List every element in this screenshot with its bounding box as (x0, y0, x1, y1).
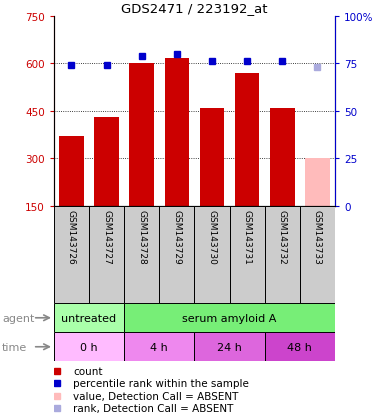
Bar (200, 108, 224, 206)
Bar (264, 332, 335, 361)
Text: count: count (74, 366, 103, 376)
Bar (300, 206, 335, 304)
Text: serum amyloid A: serum amyloid A (182, 313, 277, 323)
Bar (264, 206, 300, 304)
Bar (89, 206, 124, 304)
Text: time: time (2, 342, 27, 352)
Bar (54, 332, 124, 361)
Text: GSM143726: GSM143726 (67, 209, 76, 264)
Bar (94, 118, 119, 206)
Bar (124, 332, 194, 361)
Bar (194, 332, 265, 361)
Bar (129, 64, 154, 206)
Text: value, Detection Call = ABSENT: value, Detection Call = ABSENT (74, 391, 239, 401)
Text: 4 h: 4 h (151, 342, 168, 352)
Text: GSM143728: GSM143728 (137, 209, 146, 264)
Bar (229, 206, 265, 304)
Text: agent: agent (2, 313, 34, 323)
Text: GSM143730: GSM143730 (208, 209, 216, 264)
Bar (124, 206, 159, 304)
Text: GSM143729: GSM143729 (172, 209, 181, 264)
Text: percentile rank within the sample: percentile rank within the sample (74, 378, 249, 388)
Text: untreated: untreated (62, 313, 117, 323)
Bar (54, 206, 89, 304)
Bar (235, 74, 259, 206)
Bar (194, 206, 229, 304)
Bar (164, 59, 189, 206)
Bar (59, 137, 84, 206)
Text: GSM143733: GSM143733 (313, 209, 322, 264)
Bar (124, 304, 335, 332)
Bar (159, 206, 194, 304)
Text: GSM143731: GSM143731 (243, 209, 252, 264)
Text: rank, Detection Call = ABSENT: rank, Detection Call = ABSENT (74, 403, 234, 413)
Title: GDS2471 / 223192_at: GDS2471 / 223192_at (121, 2, 268, 15)
Bar (270, 108, 295, 206)
Text: 0 h: 0 h (80, 342, 98, 352)
Text: GSM143732: GSM143732 (278, 209, 287, 264)
Text: 48 h: 48 h (287, 342, 312, 352)
Bar (54, 304, 124, 332)
Bar (305, 159, 330, 206)
Text: GSM143727: GSM143727 (102, 209, 111, 264)
Text: 24 h: 24 h (217, 342, 242, 352)
